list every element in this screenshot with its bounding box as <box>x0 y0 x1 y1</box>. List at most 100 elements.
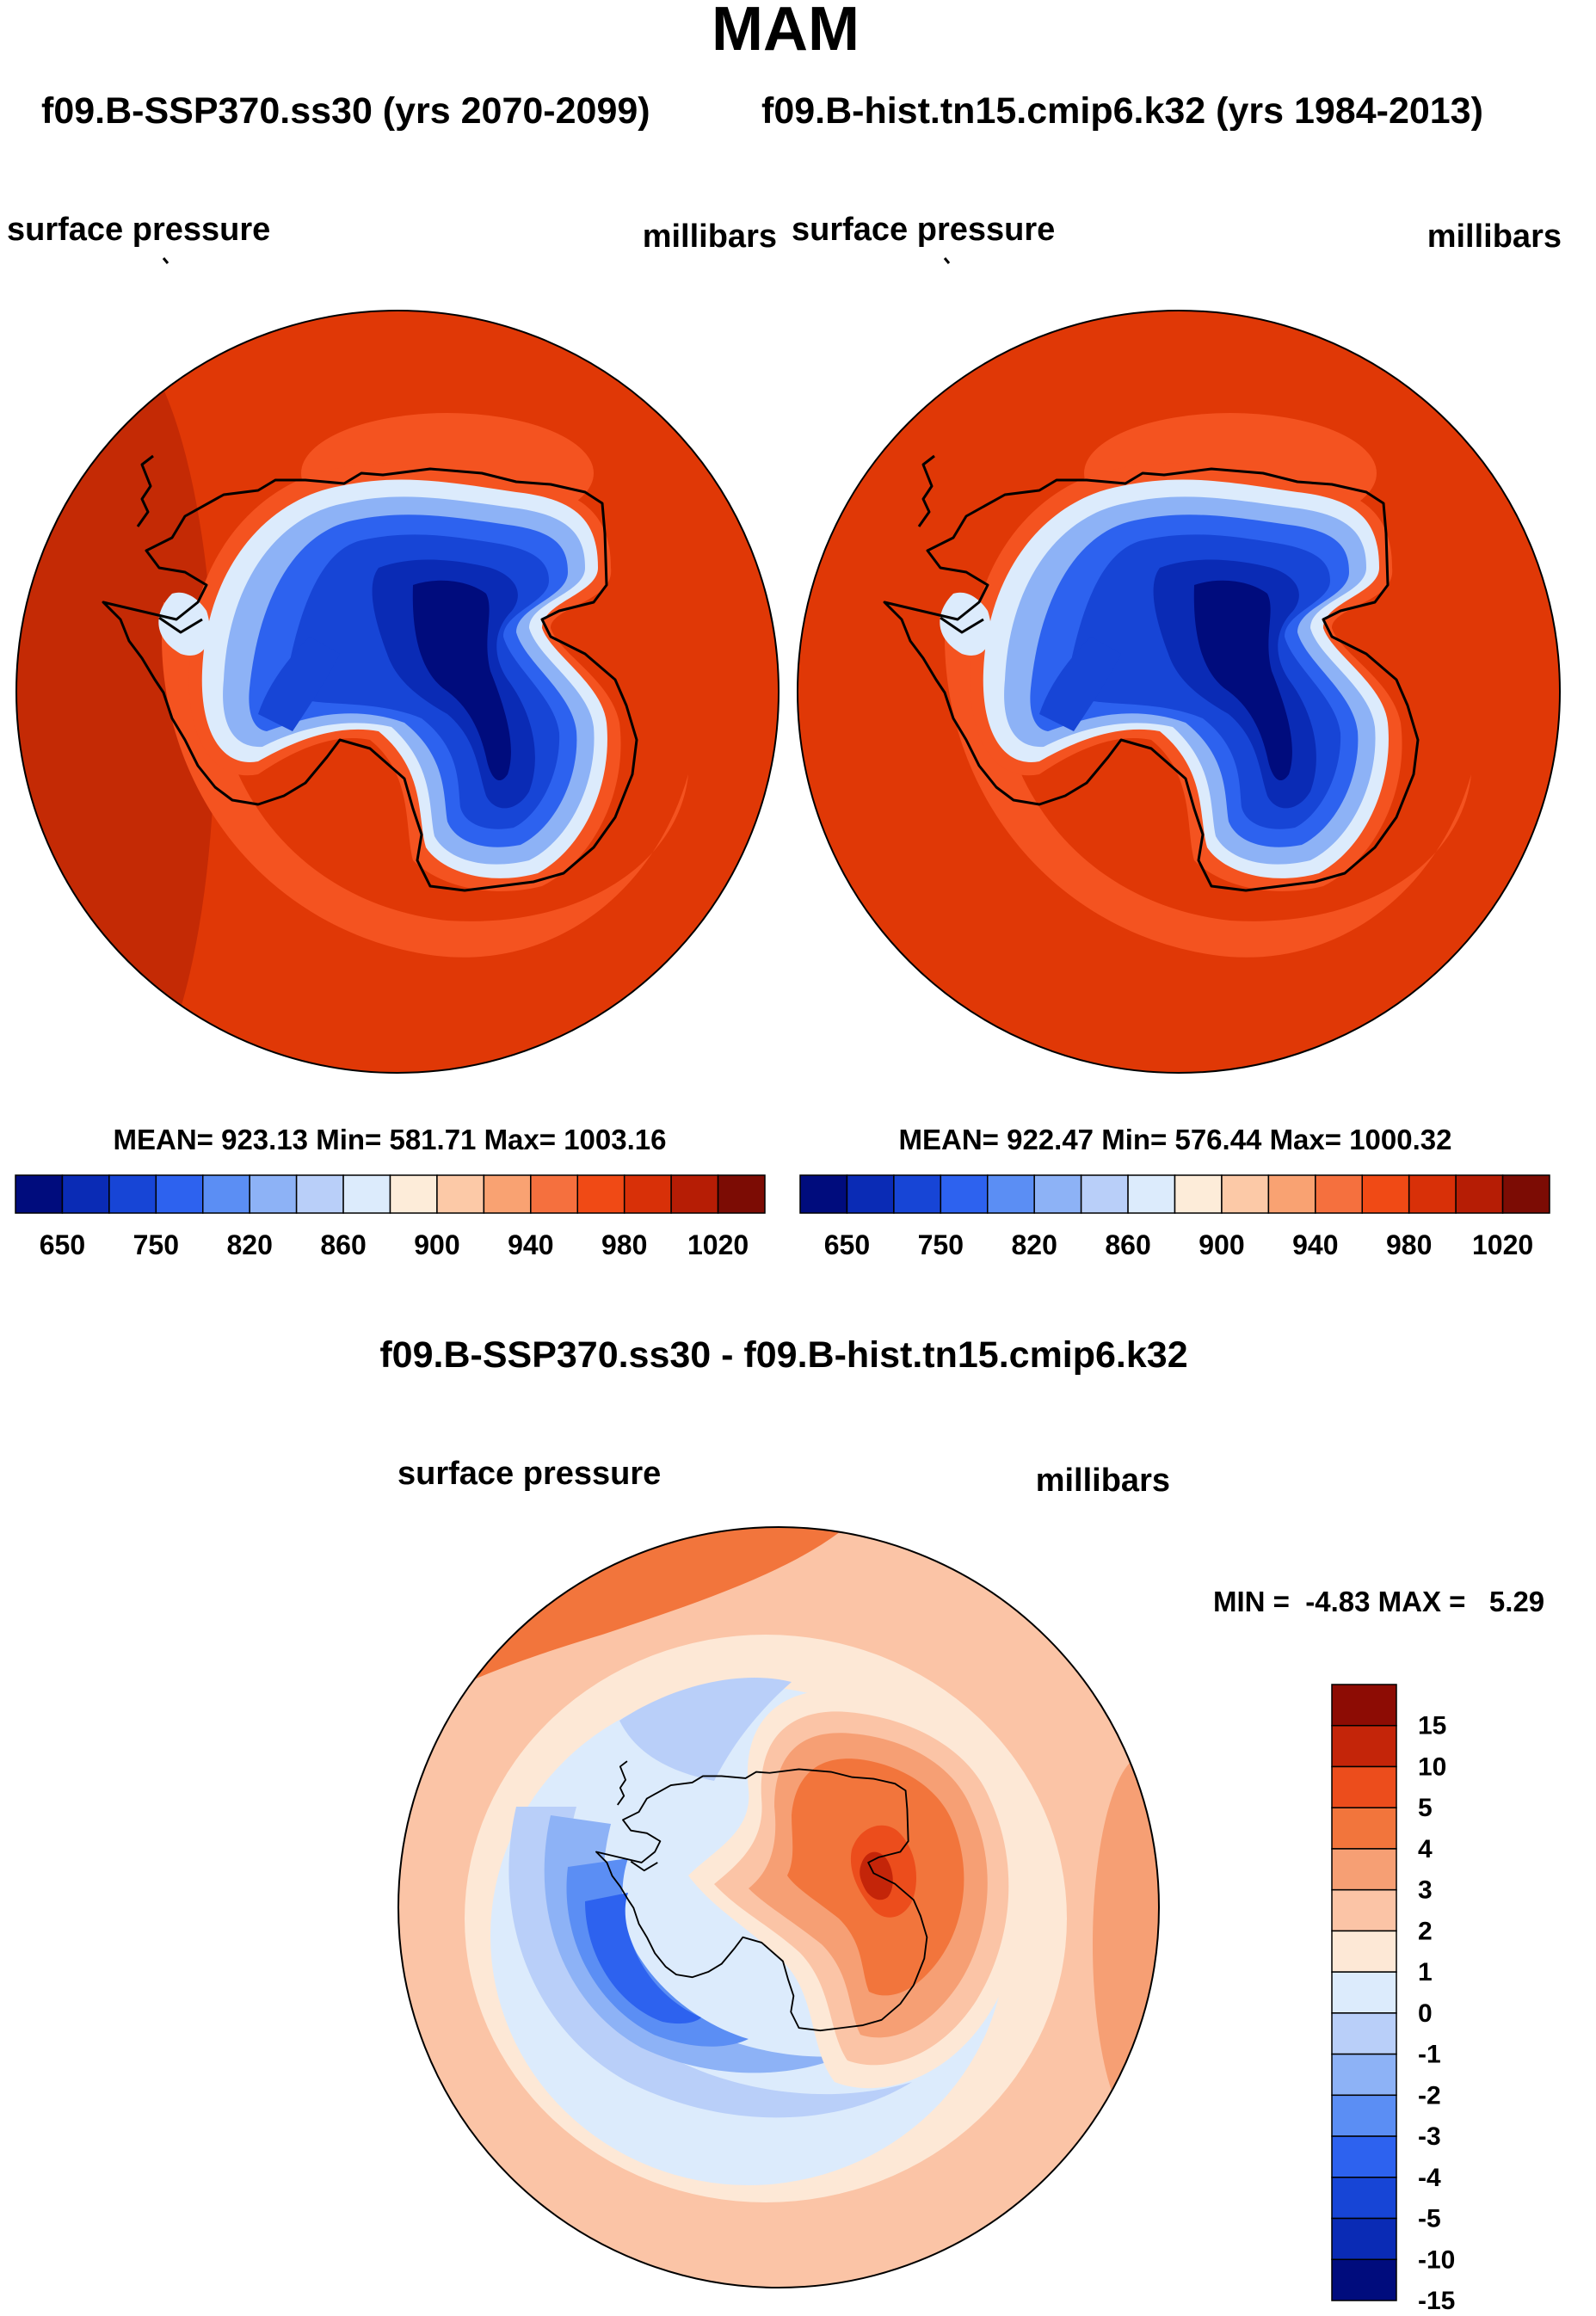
colorbar-tick-label: -5 <box>1418 2205 1441 2233</box>
colorbar-tick-label: 940 <box>1292 1229 1338 1260</box>
right-map-stats: MEAN= 922.47 Min= 576.44 Max= 1000.32 <box>899 1124 1452 1155</box>
colorbar-tick-label: 980 <box>601 1229 647 1260</box>
left-map-panel: surface pressure millibars <box>7 212 780 1074</box>
colorbar-tick-label: 820 <box>226 1229 272 1260</box>
diff-map-units: millibars <box>1036 1463 1170 1499</box>
left-map-title: surface pressure <box>7 212 270 248</box>
colorbar-tick-label: 650 <box>40 1229 85 1260</box>
colorbar-swatch <box>1331 2217 1397 2261</box>
right-map-units: millibars <box>1427 219 1562 255</box>
colorbar-swatch <box>530 1174 578 1214</box>
colorbar-swatch <box>1331 2012 1397 2055</box>
colorbar-swatch <box>1221 1174 1270 1214</box>
colorbar-swatch <box>1331 2135 1397 2178</box>
colorbar-swatch <box>202 1174 250 1214</box>
left-map-stats: MEAN= 923.13 Min= 581.71 Max= 1003.16 <box>114 1124 667 1155</box>
colorbar-swatch <box>436 1174 485 1214</box>
diff-map-title: surface pressure <box>397 1456 661 1492</box>
colorbar-swatch <box>1408 1174 1457 1214</box>
colorbar-swatch <box>846 1174 895 1214</box>
colorbar-swatch <box>483 1174 532 1214</box>
left-map-field <box>16 311 779 1073</box>
colorbar-swatch <box>987 1174 1035 1214</box>
colorbar-tick-label: 900 <box>1199 1229 1244 1260</box>
colorbar-tick-label: 1020 <box>1472 1229 1533 1260</box>
colorbar-swatch <box>1315 1174 1363 1214</box>
colorbar-tick-label: -1 <box>1418 2041 1441 2069</box>
colorbar-tick-label: 10 <box>1418 1752 1446 1781</box>
right-map-title: surface pressure <box>792 212 1055 248</box>
colorbar-tick-label: 750 <box>918 1229 964 1260</box>
colorbar-swatch <box>670 1174 719 1214</box>
right-map-panel: surface pressure millibars <box>792 212 1562 1074</box>
right-map-field <box>798 311 1560 1073</box>
colorbar-swatch <box>15 1174 64 1214</box>
colorbar-swatch <box>1331 2177 1397 2220</box>
colorbar-swatch <box>1033 1174 1082 1214</box>
season-title: MAM <box>712 0 860 64</box>
colorbar-swatch <box>717 1174 766 1214</box>
colorbar-swatch <box>1331 1724 1397 1768</box>
colorbar-tick-label: 980 <box>1386 1229 1432 1260</box>
colorbar-tick-label: 4 <box>1418 1835 1433 1863</box>
colorbar-swatch <box>1455 1174 1504 1214</box>
colorbar-tick-label: 5 <box>1418 1794 1433 1822</box>
colorbar-tick-label: 3 <box>1418 1876 1433 1905</box>
colorbar-tick-label: -15 <box>1418 2287 1455 2315</box>
colorbar-tick-label: 750 <box>133 1229 179 1260</box>
diff-map-panel <box>397 1526 1160 2288</box>
colorbar-tick-label: 900 <box>414 1229 459 1260</box>
colorbar-tick-label: 650 <box>824 1229 870 1260</box>
colorbar-tick-label: 1020 <box>687 1229 749 1260</box>
colorbar-swatch <box>1331 1930 1397 1973</box>
colorbar-swatch <box>295 1174 344 1214</box>
colorbar-swatch <box>1174 1174 1223 1214</box>
colorbar-swatch <box>155 1174 204 1214</box>
colorbar-swatch <box>1331 2094 1397 2137</box>
case-header-right: f09.B-hist.tn15.cmip6.k32 (yrs 1984-2013… <box>761 90 1483 132</box>
colorbar-swatch <box>576 1174 625 1214</box>
colorbar-swatch <box>940 1174 989 1214</box>
colorbar-swatch <box>1331 1807 1397 1850</box>
colorbar-tick-label: 2 <box>1418 1917 1433 1945</box>
diff-map-stats: MIN = -4.83 MAX = 5.29 <box>1213 1586 1544 1617</box>
left-colorbar: 650 750 820 860 900 940 980 1020 <box>15 1174 766 1260</box>
colorbar-swatch <box>1331 1684 1397 1727</box>
colorbar-tick-label: 1 <box>1418 1958 1433 1986</box>
colorbar-swatch <box>61 1174 110 1214</box>
colorbar-swatch <box>1361 1174 1410 1214</box>
colorbar-tick-label: -2 <box>1418 2081 1441 2110</box>
colorbar-swatch <box>799 1174 848 1214</box>
colorbar-swatch <box>1331 1765 1397 1808</box>
colorbar-tick-label: 0 <box>1418 1999 1433 2028</box>
colorbar-swatch <box>1331 1971 1397 2014</box>
colorbar-swatch <box>1267 1174 1316 1214</box>
colorbar-swatch <box>1080 1174 1129 1214</box>
colorbar-tick-label: -10 <box>1418 2245 1455 2274</box>
diff-map-field <box>398 1527 1159 2288</box>
colorbar-swatch <box>249 1174 298 1214</box>
colorbar-swatch <box>1331 1888 1397 1932</box>
colorbar-tick-label: 15 <box>1418 1712 1446 1740</box>
colorbar-tick-label: 940 <box>508 1229 553 1260</box>
colorbar-tick-label: -3 <box>1418 2122 1441 2151</box>
colorbar-swatch <box>342 1174 391 1214</box>
colorbar-swatch <box>893 1174 942 1214</box>
left-map-units: millibars <box>643 219 777 255</box>
difference-heading: f09.B-SSP370.ss30 - f09.B-hist.tn15.cmip… <box>379 1334 1187 1376</box>
case-header-left: f09.B-SSP370.ss30 (yrs 2070-2099) <box>41 90 650 132</box>
colorbar-swatch <box>108 1174 157 1214</box>
colorbar-swatch <box>623 1174 672 1214</box>
colorbar-swatch <box>389 1174 438 1214</box>
right-colorbar: 650 750 820 860 900 940 980 1020 <box>799 1174 1550 1260</box>
colorbar-swatch <box>1331 2258 1397 2301</box>
colorbar-tick-label: -4 <box>1418 2164 1441 2192</box>
colorbar-swatch <box>1331 1848 1397 1891</box>
colorbar-tick-label: 820 <box>1011 1229 1057 1260</box>
colorbar-tick-label: 860 <box>320 1229 366 1260</box>
colorbar-swatch <box>1501 1174 1550 1214</box>
colorbar-tick-label: 860 <box>1105 1229 1150 1260</box>
colorbar-swatch <box>1127 1174 1176 1214</box>
